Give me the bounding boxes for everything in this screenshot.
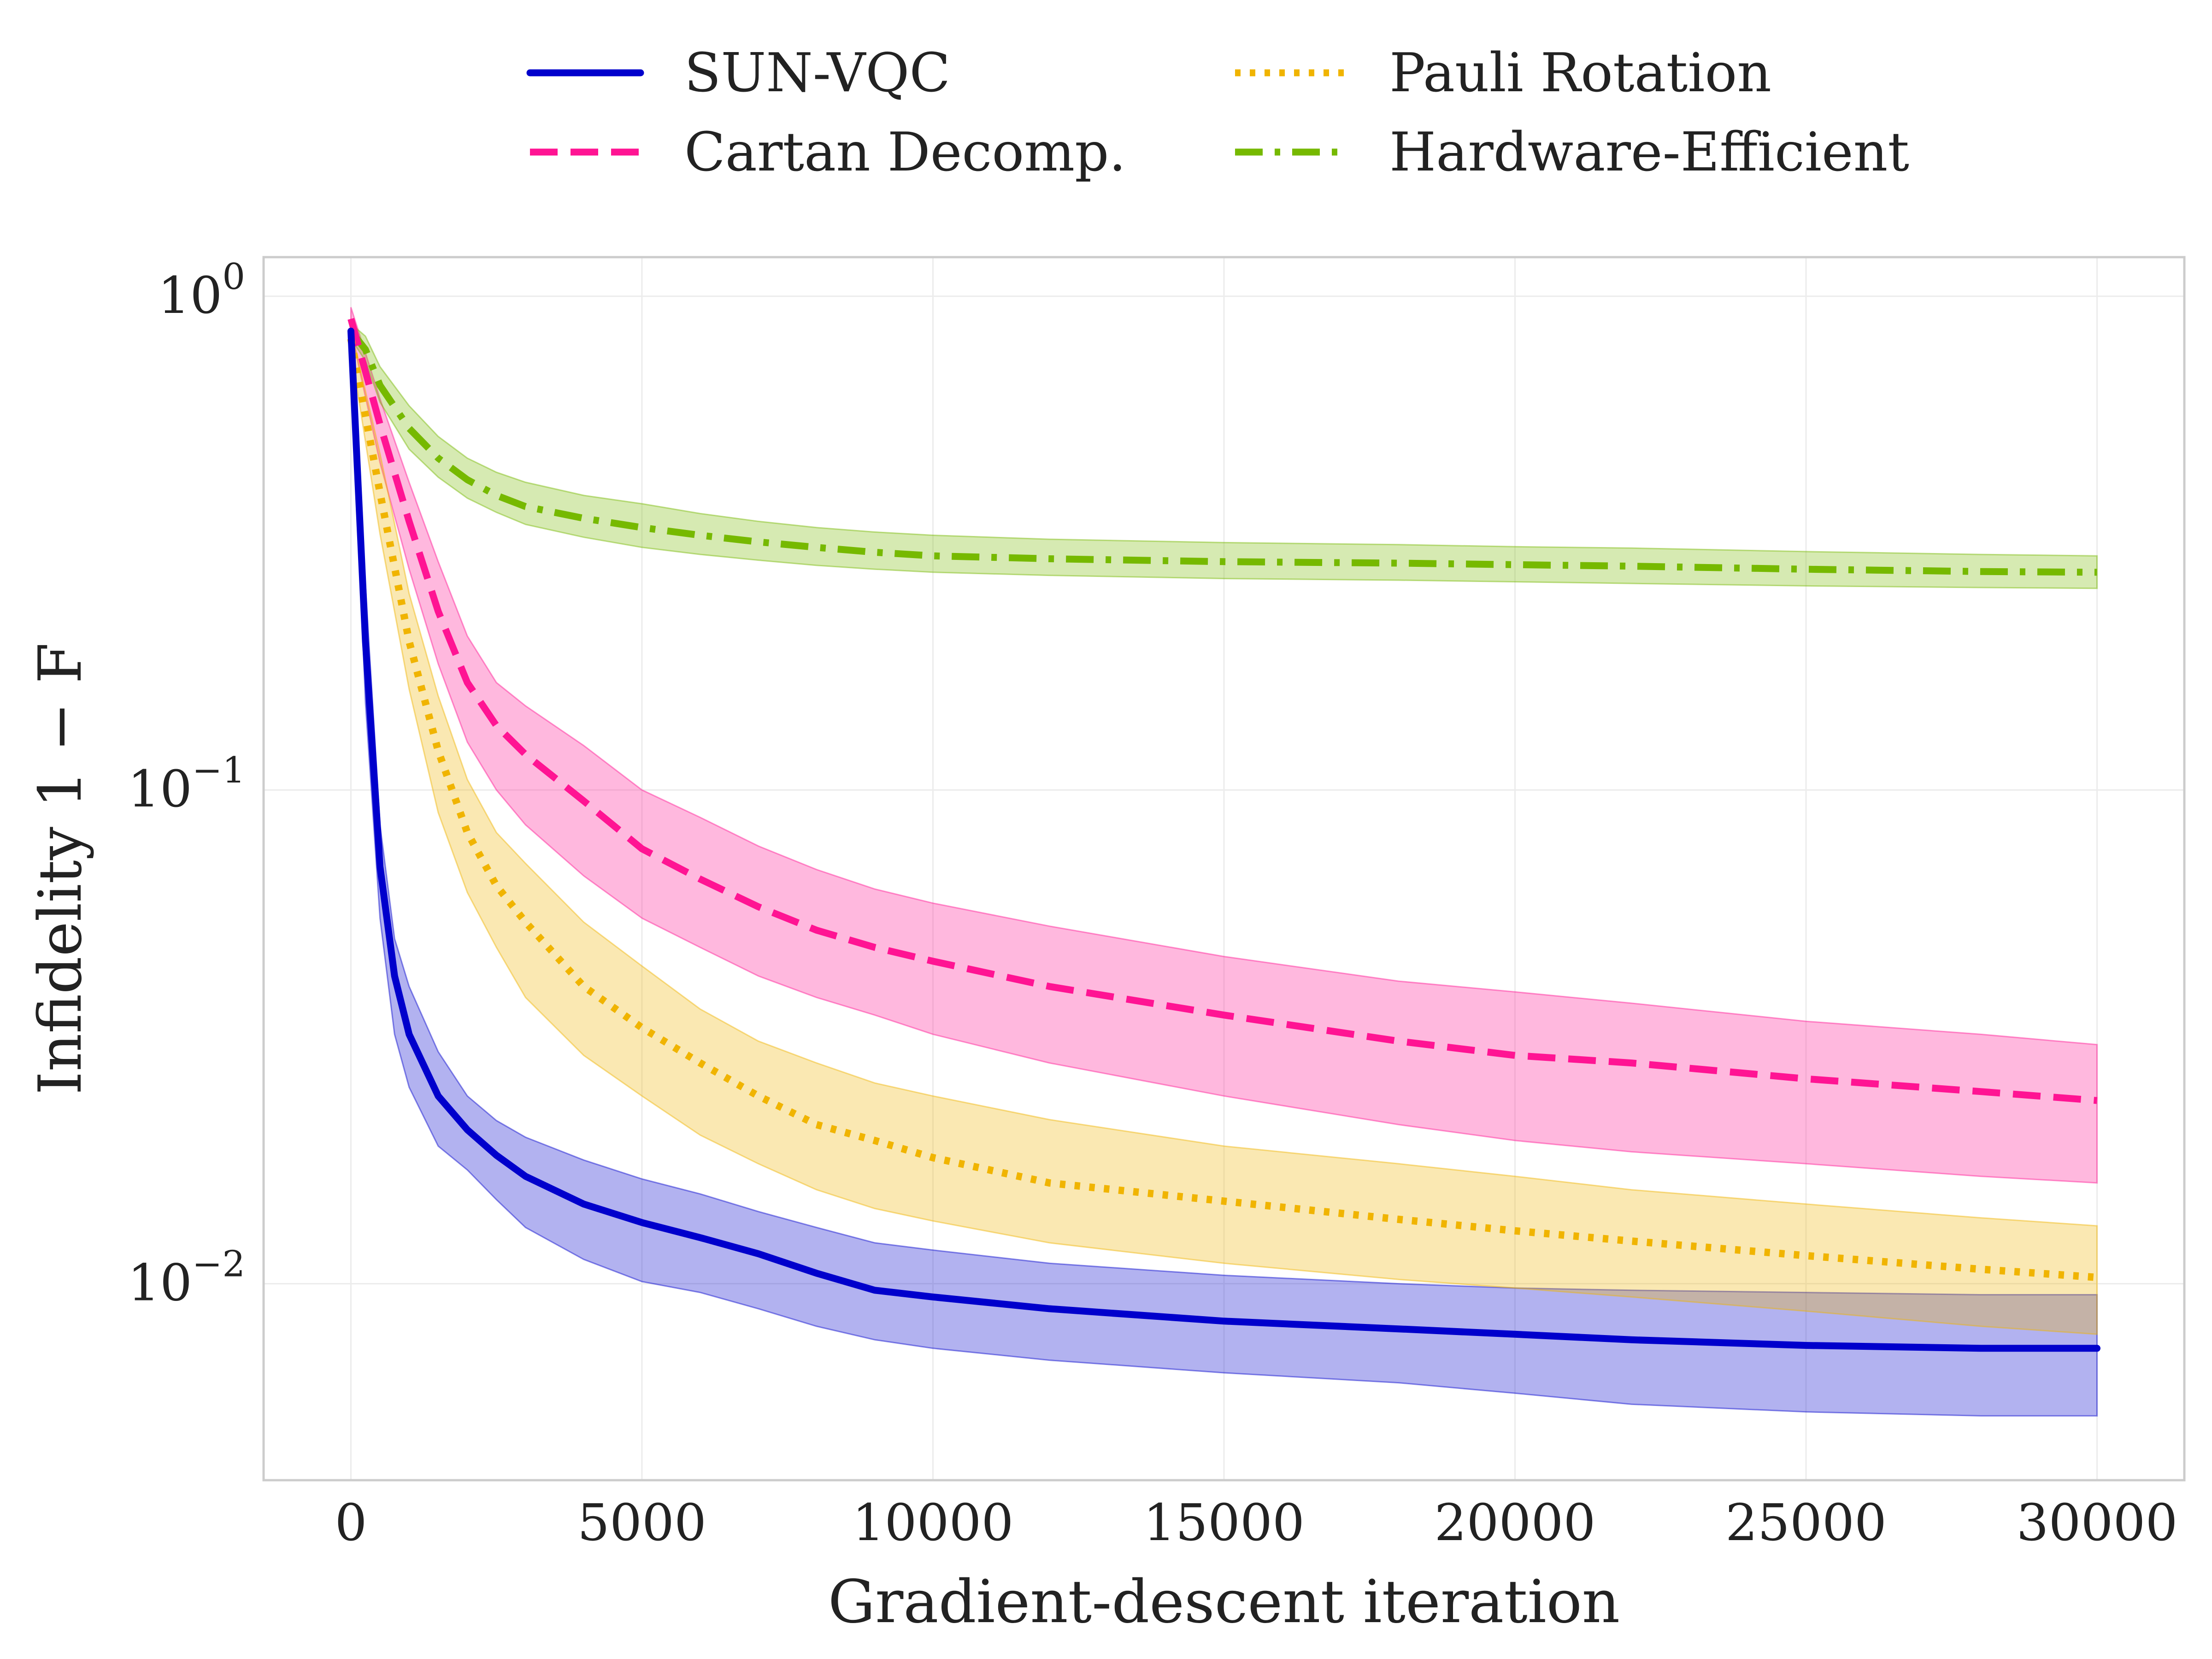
band-cartan-decomp (350, 307, 2098, 1184)
series-lines (347, 318, 2100, 1352)
x-tick-label: 10000 (853, 1493, 1014, 1552)
y-tick-label: 10−1 (128, 750, 245, 818)
x-tick-label: 15000 (1143, 1493, 1305, 1552)
band-hardware-efficient (350, 322, 2098, 589)
legend-label-cartan-decomp: Cartan Decomp. (684, 121, 1126, 183)
plot-frame (262, 256, 2186, 1482)
line-cartan-decomp (347, 318, 2098, 1104)
y-tick-label: 10−2 (128, 1244, 245, 1312)
y-axis-title: Infidelity 1 − F (26, 642, 95, 1094)
x-tick-label: 25000 (1725, 1493, 1887, 1552)
x-tick-label: 30000 (2017, 1493, 2178, 1552)
legend: SUN-VQC Cartan Decomp. Pauli Rotation Hardw… (526, 42, 1909, 183)
legend-label-hardware-efficient: Hardware-Efficient (1389, 121, 1909, 183)
band-sun-vqc (350, 318, 2098, 1417)
grid (264, 257, 2184, 1480)
x-tick-label: 0 (335, 1493, 367, 1552)
line-sun-vqc (347, 328, 2100, 1352)
legend-label-sun-vqc: SUN-VQC (684, 42, 950, 104)
y-tick-label: 100 (158, 256, 245, 325)
x-axis-title: Gradient-descent iteration (828, 1568, 1620, 1636)
x-tick-label: 20000 (1435, 1493, 1596, 1552)
confidence-bands (350, 307, 2098, 1417)
legend-label-pauli-rotation: Pauli Rotation (1389, 42, 1771, 104)
line-hardware-efficient (348, 329, 2097, 576)
axis-ticks: 0 5000 10000 15000 20000 25000 30000 100 10−1 10−… (128, 256, 2177, 1552)
band-pauli-rotation (350, 328, 2098, 1335)
x-tick-label: 5000 (577, 1493, 706, 1552)
